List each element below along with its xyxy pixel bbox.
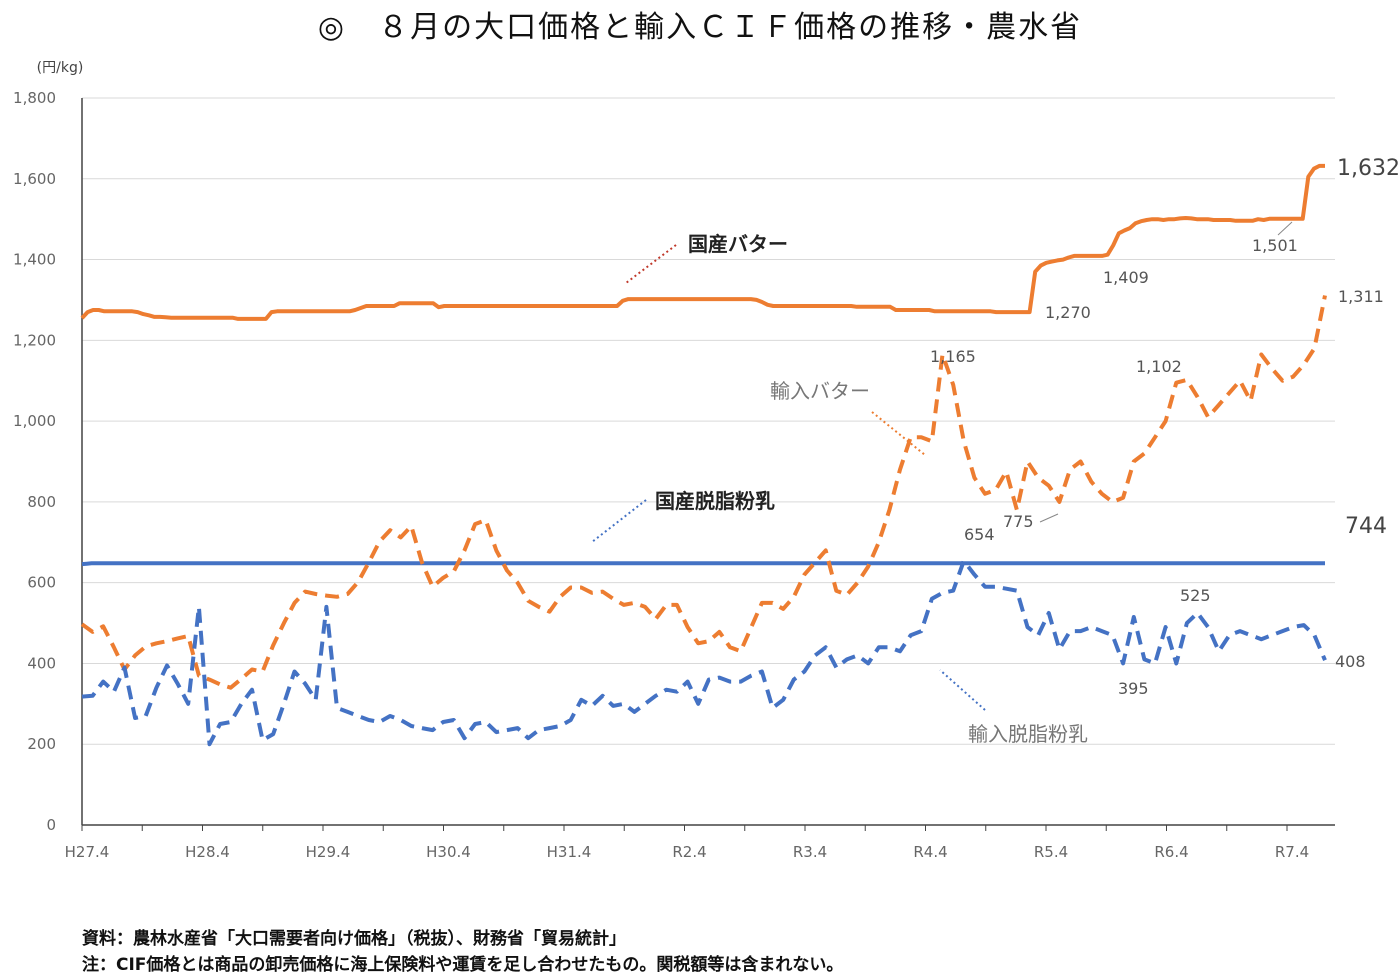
series-lines: [80, 163, 1327, 747]
value-annotation: 1,501: [1252, 236, 1298, 255]
y-tick-label: 1,400: [13, 251, 56, 269]
x-tick-label: R2.4: [672, 843, 706, 861]
y-tick-label: 200: [27, 735, 56, 753]
series-label-domestic-butter: 国産バター: [688, 232, 788, 256]
series-line-domestic-skim-milk: [81, 561, 1325, 567]
y-tick-label: 0: [46, 816, 56, 834]
x-tick-label: H29.4: [306, 843, 351, 861]
value-annotation: 1,409: [1103, 268, 1149, 287]
x-tick-label: R5.4: [1034, 843, 1068, 861]
chart-title: ◎ ８月の大口価格と輸入ＣＩＦ価格の推移・農水省: [317, 10, 1083, 45]
value-annotation: 395: [1118, 679, 1149, 698]
value-annotation: 1,311: [1338, 287, 1384, 306]
y-tick-label: 1,200: [13, 331, 56, 349]
source-note: 資料：農林水産省「大口需要者向け価格」（税抜）、財務省「貿易統計」: [82, 929, 626, 949]
y-tick-label: 1,800: [13, 89, 56, 107]
y-axis-unit: (円/kg): [37, 60, 84, 76]
grid-lines: [82, 97, 1335, 745]
x-tick-label: H31.4: [547, 843, 592, 861]
y-tick-label: 400: [27, 654, 56, 672]
x-tick-label: R4.4: [913, 843, 947, 861]
value-annotation: 654: [964, 525, 995, 544]
series-label-domestic-skim-milk: 国産脱脂粉乳: [655, 489, 775, 513]
value-annotation: 1,270: [1045, 303, 1091, 322]
value-annotation: 408: [1335, 652, 1366, 671]
annotation-leader: [1039, 513, 1059, 523]
x-tick-label: R3.4: [793, 843, 827, 861]
series-label-imported-skim-milk: 輸入脱脂粉乳: [968, 722, 1088, 746]
value-annotation: 1,632: [1337, 156, 1400, 181]
axes: 0 200 400 600 800 1,000 1,200 1,400 1,600 1,800 (円…: [13, 60, 1335, 861]
x-tick-label: H30.4: [426, 843, 471, 861]
x-tick-label: R6.4: [1154, 843, 1188, 861]
annotation-leader: [1277, 221, 1293, 236]
y-tick-label: 1,600: [13, 170, 56, 188]
x-tick-label: H27.4: [65, 843, 110, 861]
series-label-imported-butter: 輸入バター: [770, 379, 870, 403]
cif-note: 注：CIF価格とは商品の卸売価格に海上保険料や運賃を足し合わせたもの。関税額等は…: [82, 955, 844, 975]
value-annotation: 525: [1180, 586, 1211, 605]
y-tick-label: 800: [27, 493, 56, 511]
y-tick-label: 600: [27, 574, 56, 592]
x-tick-label: R7.4: [1275, 843, 1309, 861]
notes: 資料：農林水産省「大口需要者向け価格」（税抜）、財務省「貿易統計」 注：CIF価…: [82, 926, 843, 978]
value-annotation: 1,165: [930, 347, 976, 366]
series-label-leader: [625, 244, 677, 284]
y-tick-label: 1,000: [13, 412, 56, 430]
series-label-leader: [871, 411, 926, 456]
x-tick-label: H28.4: [185, 843, 230, 861]
series-line-imported-butter: [80, 295, 1327, 690]
series-label-leader: [591, 499, 647, 543]
value-annotation: 1,102: [1136, 357, 1182, 376]
series-label-leader: [939, 669, 986, 711]
value-annotation: 744: [1345, 514, 1387, 539]
series-line-imported-skim-milk: [81, 558, 1327, 747]
line-chart: 0 200 400 600 800 1,000 1,200 1,400 1,600 1,800 (円…: [13, 60, 1400, 861]
value-annotation: 775: [1003, 512, 1034, 531]
series-line-domestic-butter: [80, 163, 1325, 321]
